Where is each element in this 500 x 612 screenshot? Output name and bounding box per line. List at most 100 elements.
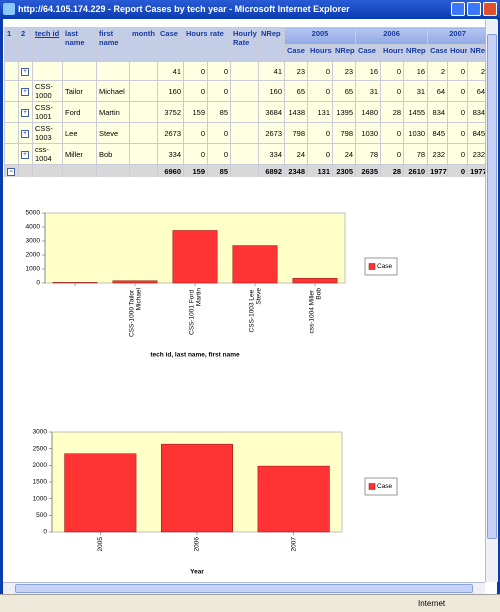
x-tick-label: 2006 (194, 537, 201, 552)
horizontal-scrollbar[interactable] (3, 582, 485, 594)
y-tick-label: 500 (36, 512, 47, 519)
y-tick-label: 1500 (33, 479, 48, 486)
column-header: Hours (183, 27, 208, 62)
label-line: CSS-1003 Lee (248, 288, 255, 332)
cell: 0 (183, 122, 208, 144)
x-axis-title: tech id, last name, first name (150, 352, 240, 359)
cell: 2305 (331, 164, 357, 177)
legend-box (364, 477, 398, 496)
cell (4, 143, 19, 165)
cell: 1977 (427, 164, 449, 177)
y-tick-label: 3000 (26, 238, 41, 245)
cell: 16 (403, 61, 429, 81)
bar (232, 245, 278, 284)
window-buttons (451, 2, 497, 16)
cell: 0 (207, 143, 231, 165)
cell (230, 122, 259, 144)
legend-swatch (368, 263, 376, 270)
column-header: first name (96, 27, 130, 62)
column-header: 2 (18, 27, 33, 62)
data-row: + CSS-1001 Ford Martin 3752 159 85 3684 1438 131 1… (4, 101, 485, 123)
label-line: Steve (255, 288, 262, 305)
x-tick-label: CSS-1001 Ford Martin (188, 288, 202, 335)
x-tick-label: CSS-1003 Lee Steve (248, 288, 262, 333)
maximize-button[interactable] (467, 2, 481, 16)
sub-header: Hours (380, 44, 405, 62)
cell: 131 (307, 164, 333, 177)
scroll-thumb[interactable] (487, 34, 497, 539)
column-header: NRep (258, 27, 285, 62)
cell: 0 (183, 80, 208, 102)
cell: 0 (307, 143, 333, 165)
cell: 0 (447, 80, 469, 102)
cell (129, 143, 158, 165)
y-tick-label: 3000 (33, 429, 48, 436)
vertical-scrollbar[interactable] (485, 20, 498, 582)
bar (52, 282, 98, 284)
cell: 159 (183, 164, 208, 177)
label-line: Bob (315, 288, 322, 300)
cell: Miller (62, 143, 97, 165)
minimize-button[interactable] (451, 2, 465, 16)
y-tick-label: 0 (43, 529, 47, 536)
cell: Bob (96, 143, 130, 165)
cell: css-1004 (32, 143, 63, 165)
label-line: CSS-1001 Ford (188, 288, 195, 335)
cell (230, 80, 259, 102)
total-row: −6960 159 85 6892 2348 131 2305 2635 28 2610 1977 0… (4, 164, 485, 177)
report-table: 1 2 tech id last name first name month Case Hou… (4, 27, 485, 177)
cell (4, 101, 19, 123)
cell (230, 61, 259, 81)
cell: 232 (427, 143, 449, 165)
data-row: + css-1004 Miller Bob 334 0 0 334 24 0 24 78 0 78 232 0… (4, 143, 485, 165)
cell: 2 (427, 61, 449, 81)
scroll-thumb[interactable] (15, 584, 473, 593)
cell: + (18, 122, 33, 144)
cell: 1030 (355, 122, 382, 144)
cell: 1030 (403, 122, 429, 144)
cell: 64 (427, 80, 449, 102)
cell: 0 (183, 143, 208, 165)
cell: 41 (258, 61, 285, 81)
cell: Martin (96, 101, 130, 123)
year-header: 2006 (355, 27, 429, 45)
expand-icon[interactable]: + (21, 151, 29, 159)
cell: 1480 (355, 101, 382, 123)
cell: 0 (307, 122, 333, 144)
close-button[interactable] (483, 2, 497, 16)
y-tick-label: 2000 (33, 462, 48, 469)
expand-icon[interactable]: + (21, 130, 29, 138)
cell (230, 164, 259, 177)
expand-icon[interactable]: + (21, 88, 29, 96)
y-tick-label: 2500 (33, 445, 48, 452)
cell: CSS-1003 (32, 122, 63, 144)
column-header: Case (157, 27, 184, 62)
label-line: Michael (135, 287, 142, 310)
status-bar: Internet (0, 594, 500, 612)
cell: 0 (307, 61, 333, 81)
cell: CSS-1001 (32, 101, 63, 123)
cell: 3752 (157, 101, 184, 123)
y-tick-label: 2000 (26, 252, 41, 259)
cell: 78 (355, 143, 382, 165)
cell: 6892 (258, 164, 285, 177)
label-line: css-1004 Miller (308, 288, 315, 334)
collapse-icon[interactable]: − (7, 168, 15, 176)
cell: 16 (355, 61, 382, 81)
x-tick-label: 2005 (97, 537, 104, 552)
cell: 23 (284, 61, 308, 81)
cell: 334 (258, 143, 285, 165)
cell: 160 (258, 80, 285, 102)
header-row: CaseHoursNRepCaseHoursNRepCaseHoursNRep (5, 44, 485, 62)
cell: 0 (447, 143, 469, 165)
sub-header: NRep (467, 44, 485, 62)
cell: 23 (331, 61, 357, 81)
y-tick-label: 1000 (26, 266, 41, 273)
bar (292, 278, 338, 284)
expand-icon[interactable]: + (21, 109, 29, 117)
cell: 845 (427, 122, 449, 144)
cell (18, 164, 33, 177)
expand-icon[interactable]: + (21, 68, 29, 76)
cell: 2673 (258, 122, 285, 144)
cell: 0 (207, 122, 231, 144)
